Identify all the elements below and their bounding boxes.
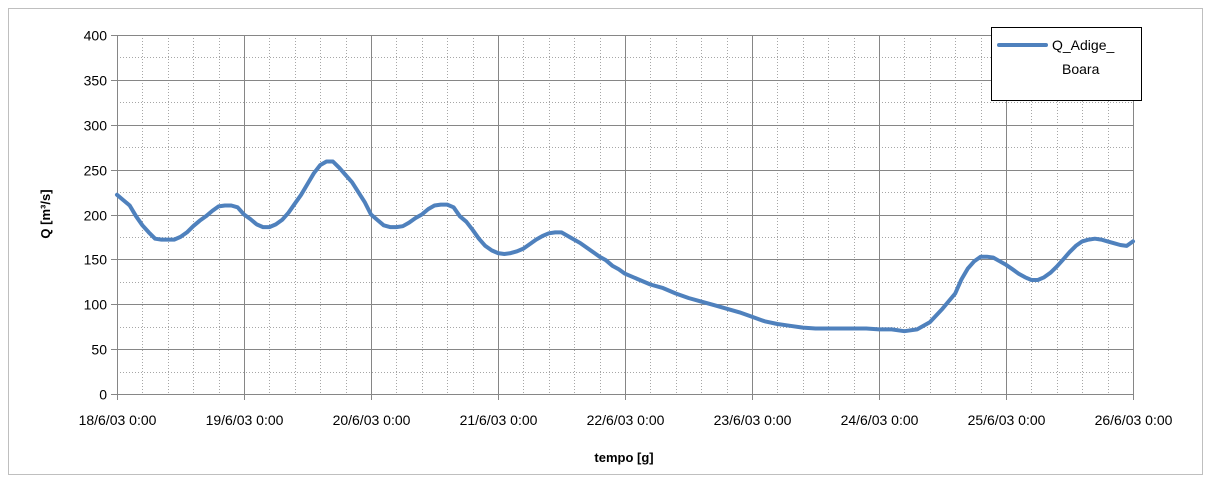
- x-axis-title: tempo [g]: [594, 450, 653, 465]
- y-tick-label: 0: [99, 387, 107, 403]
- x-tick-label: 20/6/03 0:00: [333, 412, 411, 428]
- y-tick-label: 50: [91, 342, 107, 358]
- y-tick-label: 350: [84, 73, 108, 89]
- y-tick-labels: 0 50 100 150 200 250 300 350 400: [84, 28, 108, 403]
- axes: [111, 35, 1134, 400]
- y-tick-label: 250: [84, 163, 108, 179]
- y-tick-label: 100: [84, 297, 108, 313]
- x-tick-label: 22/6/03 0:00: [587, 412, 665, 428]
- x-tick-label: 19/6/03 0:00: [206, 412, 284, 428]
- y-tick-label: 200: [84, 208, 108, 224]
- legend-box: [991, 27, 1142, 101]
- x-tick-label: 18/6/03 0:00: [79, 412, 157, 428]
- y-axis-title: Q [m³/s]: [38, 189, 53, 238]
- legend-label-line-1: Q_Adige_: [1052, 37, 1114, 53]
- legend: Q_Adige_ Boara: [991, 27, 1142, 101]
- x-tick-label: 21/6/03 0:00: [460, 412, 538, 428]
- legend-label-line-2: Boara: [1062, 61, 1100, 77]
- y-tick-label: 300: [84, 118, 108, 134]
- x-tick-label: 23/6/03 0:00: [714, 412, 792, 428]
- x-tick-label: 24/6/03 0:00: [841, 412, 919, 428]
- y-tick-label: 150: [84, 252, 108, 268]
- y-tick-label: 400: [84, 28, 108, 44]
- x-tick-label: 25/6/03 0:00: [968, 412, 1046, 428]
- x-tick-label: 26/6/03 0:00: [1095, 412, 1173, 428]
- x-tick-labels: 18/6/03 0:00 19/6/03 0:00 20/6/03 0:00 21/6…: [79, 412, 1173, 428]
- series-line-q-adige-boara: [115, 159, 1135, 334]
